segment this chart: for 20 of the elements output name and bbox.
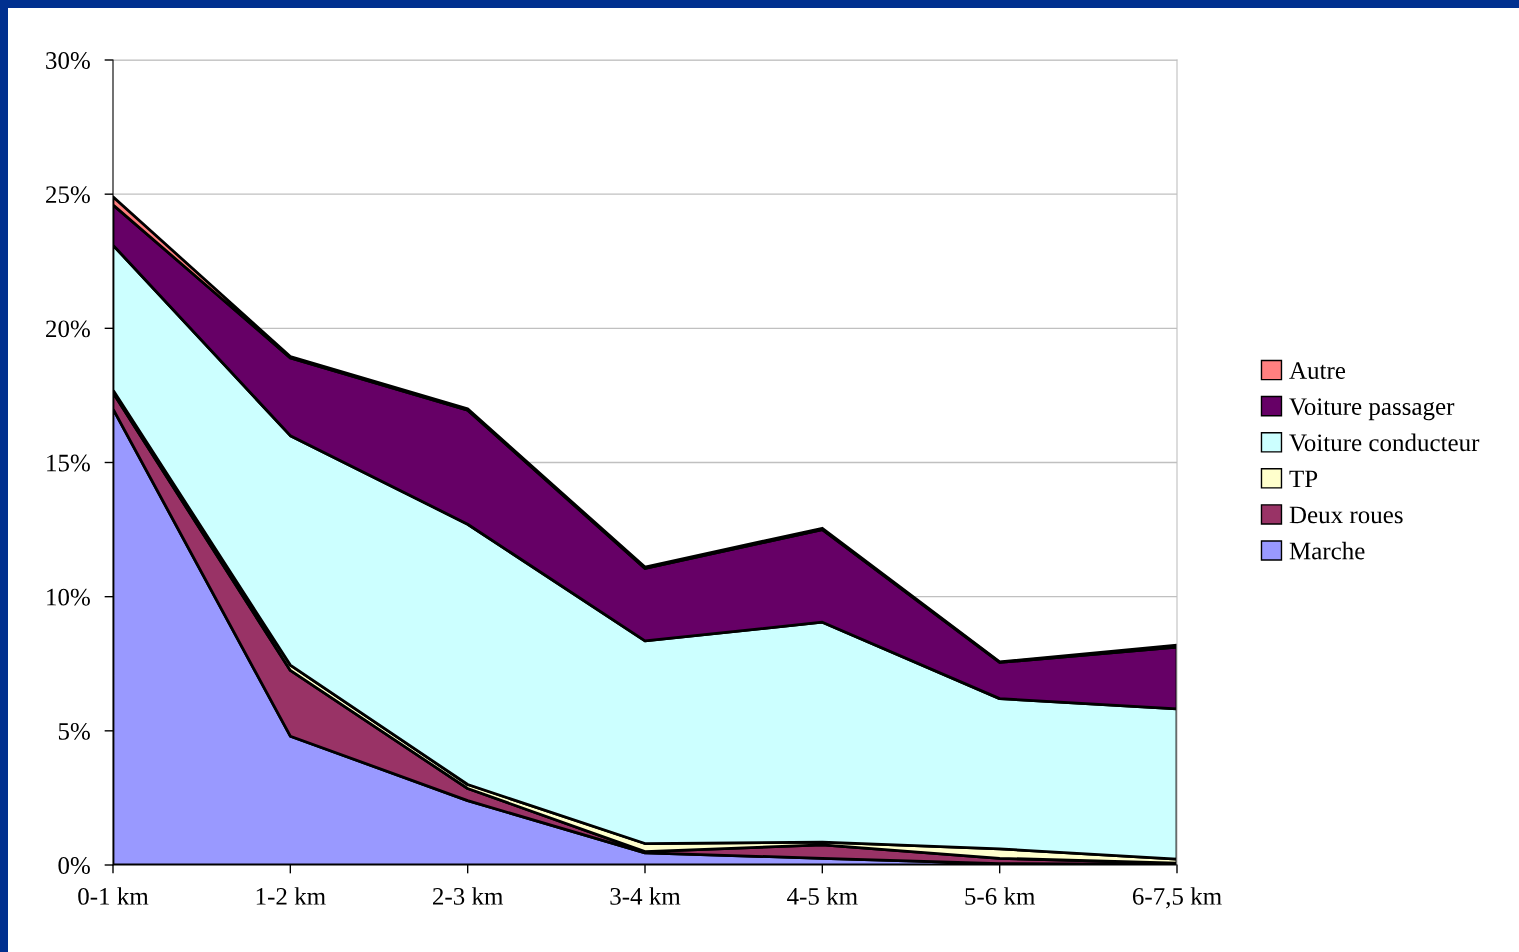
y-tick-label: 5% <box>58 722 90 740</box>
y-tick-label: 30% <box>46 52 90 69</box>
x-tick-label: 3-4 km <box>610 887 681 905</box>
y-tick-label: 15% <box>47 454 90 472</box>
legend-label: Autre <box>1289 362 1346 379</box>
x-tick-label: 2-3 km <box>433 887 504 905</box>
x-tick-label: 5-6 km <box>965 887 1036 905</box>
x-tick-label: 0-1 km <box>78 887 149 905</box>
legend-label: Voiture conducteur <box>1289 433 1480 452</box>
y-tick-label: 25% <box>46 186 90 204</box>
x-tick-label: 1-2 km <box>256 887 326 905</box>
legend-label: TP <box>1289 470 1318 488</box>
legend-label: Voiture passager <box>1289 398 1455 421</box>
y-tick-label: 0% <box>58 857 90 874</box>
y-tick-label: 10% <box>47 588 90 606</box>
legend-label: Deux roues <box>1289 506 1403 524</box>
legend-label: Marche <box>1289 541 1365 560</box>
y-tick-label: 20% <box>46 320 90 338</box>
x-tick-label: 4-5 km <box>787 887 858 905</box>
x-tick-label: 6-7,5 km <box>1132 887 1222 909</box>
